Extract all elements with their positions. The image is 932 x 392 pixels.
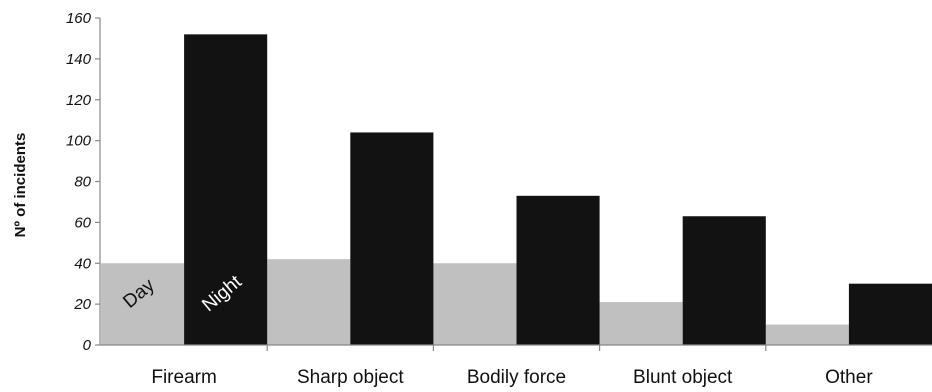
- x-category-label: Other: [825, 367, 873, 388]
- bar-night-sharp-object: [350, 132, 434, 345]
- y-tick-label: 40: [74, 255, 91, 272]
- bar-night-firearm: [184, 34, 268, 345]
- bars-group: [101, 34, 932, 345]
- bar-day-other: [765, 324, 849, 345]
- y-tick-label: 0: [83, 337, 92, 354]
- x-category-label: Sharp object: [297, 367, 404, 388]
- bar-day-firearm: [101, 263, 185, 345]
- x-category-label: Firearm: [151, 367, 216, 388]
- bar-night-bodily-force: [516, 195, 600, 345]
- x-category-label: Bodily force: [467, 367, 566, 388]
- y-axis-ticks: 0 20 40 60 80 100 120 140 160: [66, 10, 100, 354]
- x-axis-ticks: Firearm Sharp object Bodily force Blunt obj…: [151, 345, 873, 388]
- x-category-label: Blunt object: [633, 367, 733, 388]
- bar-day-bodily-force: [433, 263, 517, 345]
- bar-day-sharp-object: [267, 259, 351, 345]
- y-tick-label: 20: [73, 296, 91, 313]
- bar-night-other: [848, 283, 932, 345]
- y-tick-label: 140: [66, 51, 92, 68]
- y-tick-label: 160: [66, 10, 92, 27]
- y-tick-label: 100: [66, 133, 92, 150]
- bar-day-blunt-object: [599, 302, 683, 345]
- y-axis-title: Nº of incidents: [12, 133, 29, 238]
- y-tick-label: 120: [66, 92, 92, 109]
- y-tick-label: 80: [74, 174, 91, 191]
- y-tick-label: 60: [74, 214, 91, 231]
- bar-night-blunt-object: [682, 216, 766, 345]
